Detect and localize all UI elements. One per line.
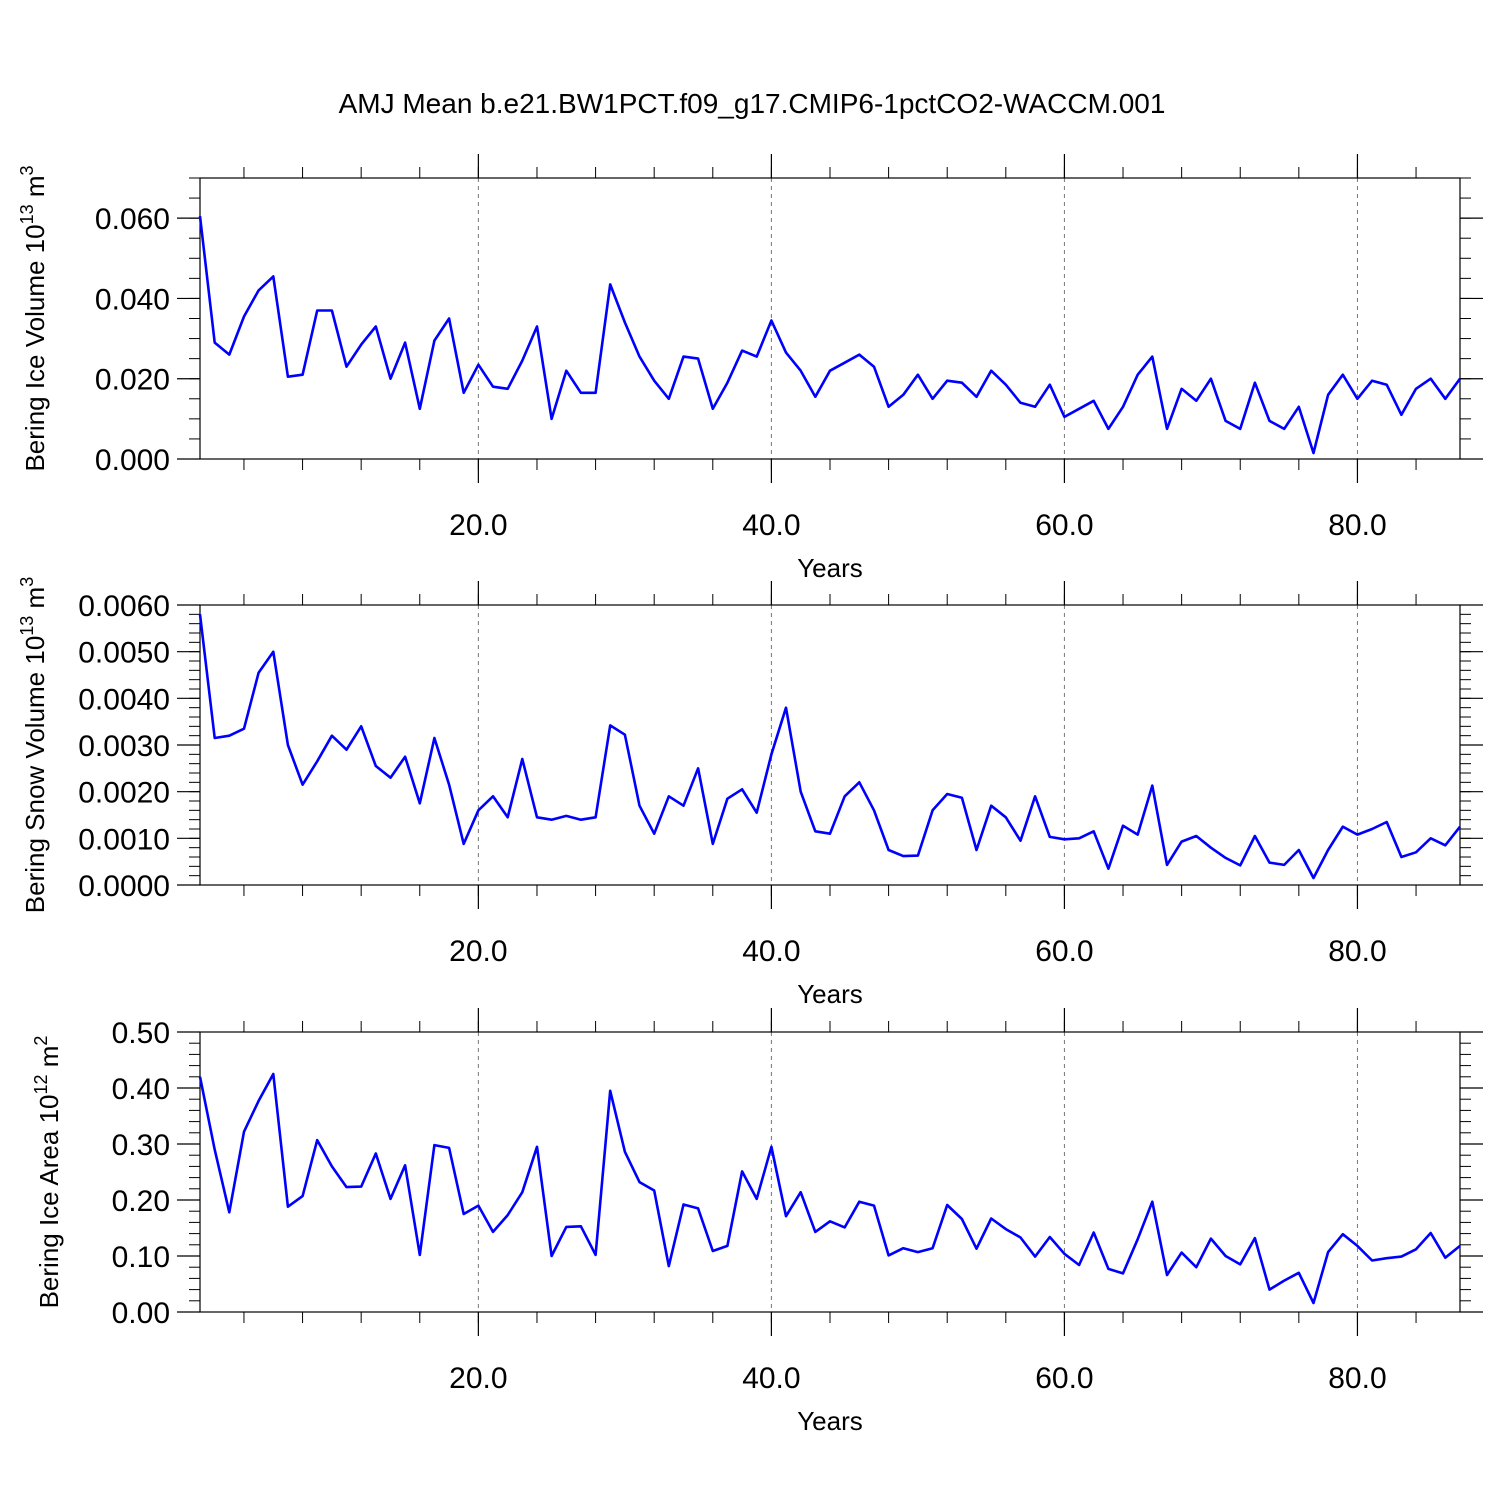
y-axis-label: Bering Ice Volume 1013 m3 (17, 165, 50, 471)
x-tick-label: 80.0 (1328, 509, 1386, 542)
x-tick-label: 80.0 (1328, 1362, 1386, 1395)
y-tick-label: 0.30 (112, 1129, 170, 1162)
y-axis-label-main: Bering Ice Area 10 (34, 1095, 64, 1309)
x-axis-label: Years (797, 979, 863, 1009)
y-axis-label-unit: m (34, 1046, 64, 1075)
y-axis-label-main: Bering Snow Volume 10 (20, 636, 50, 914)
y-tick-label: 0.0010 (78, 823, 170, 856)
y-axis-label: Bering Ice Area 1012 m2 (31, 1036, 64, 1309)
plot-frame (199, 1031, 1461, 1313)
y-axis-label: Bering Snow Volume 1013 m3 (17, 577, 50, 913)
y-axis-label-unit: m (20, 175, 50, 204)
x-tick-label: 60.0 (1035, 1362, 1093, 1395)
y-tick-label: 0.020 (95, 364, 170, 397)
y-axis-label-unit-exponent: 2 (31, 1036, 51, 1046)
y-tick-label: 0.0020 (78, 777, 170, 810)
y-tick-label: 0.00 (112, 1297, 170, 1330)
x-tick-label: 40.0 (742, 1362, 800, 1395)
x-tick-label: 40.0 (742, 935, 800, 968)
y-axis-label-exponent: 13 (17, 204, 37, 224)
y-axis-label-exponent: 12 (31, 1074, 51, 1094)
y-tick-label: 0.060 (95, 203, 170, 236)
y-tick-label: 0.000 (95, 444, 170, 477)
y-tick-label: 0.0050 (78, 637, 170, 670)
y-axis-label-main: Bering Ice Volume 10 (20, 224, 50, 471)
x-tick-label: 80.0 (1328, 935, 1386, 968)
y-axis-label-exponent: 13 (17, 616, 37, 636)
x-tick-label: 20.0 (449, 509, 507, 542)
y-tick-label: 0.40 (112, 1073, 170, 1106)
x-tick-label: 60.0 (1035, 935, 1093, 968)
x-tick-label: 20.0 (449, 1362, 507, 1395)
x-tick-label: 40.0 (742, 509, 800, 542)
y-axis-label-unit-exponent: 3 (17, 165, 37, 175)
y-tick-label: 0.0060 (78, 590, 170, 623)
chart-title: AMJ Mean b.e21.BW1PCT.f09_g17.CMIP6-1pct… (339, 88, 1166, 119)
y-tick-label: 0.0030 (78, 730, 170, 763)
y-axis-label-unit: m (20, 587, 50, 616)
y-tick-label: 0.0000 (78, 870, 170, 903)
series-line (198, 1072, 1461, 1305)
y-tick-label: 0.20 (112, 1185, 170, 1218)
y-tick-label: 0.10 (112, 1241, 170, 1274)
series-line (198, 614, 1462, 880)
y-axis-label-unit-exponent: 3 (17, 577, 37, 587)
series-line (198, 215, 1462, 455)
plot-frame (199, 177, 1461, 460)
plot-frame (199, 604, 1461, 886)
ice-area-panel: 0.00 0.10 0.20 0.30 0.40 0.50 20.0 40.0 60.0 80.0… (31, 1008, 1483, 1436)
x-axis-label: Years (797, 553, 863, 583)
x-tick-label: 20.0 (449, 935, 507, 968)
y-tick-label: 0.040 (95, 283, 170, 316)
y-tick-label: 0.0040 (78, 683, 170, 716)
snow-volume-panel: 0.0000 0.0010 0.0020 0.0030 0.0040 0.0050 0.00… (17, 577, 1483, 1009)
x-axis-label: Years (797, 1406, 863, 1436)
x-tick-label: 60.0 (1035, 509, 1093, 542)
ice-volume-panel: 0.000 0.020 0.040 0.060 20.0 40.0 60.0 80.0 Year… (17, 154, 1483, 583)
y-tick-label: 0.50 (112, 1017, 170, 1050)
